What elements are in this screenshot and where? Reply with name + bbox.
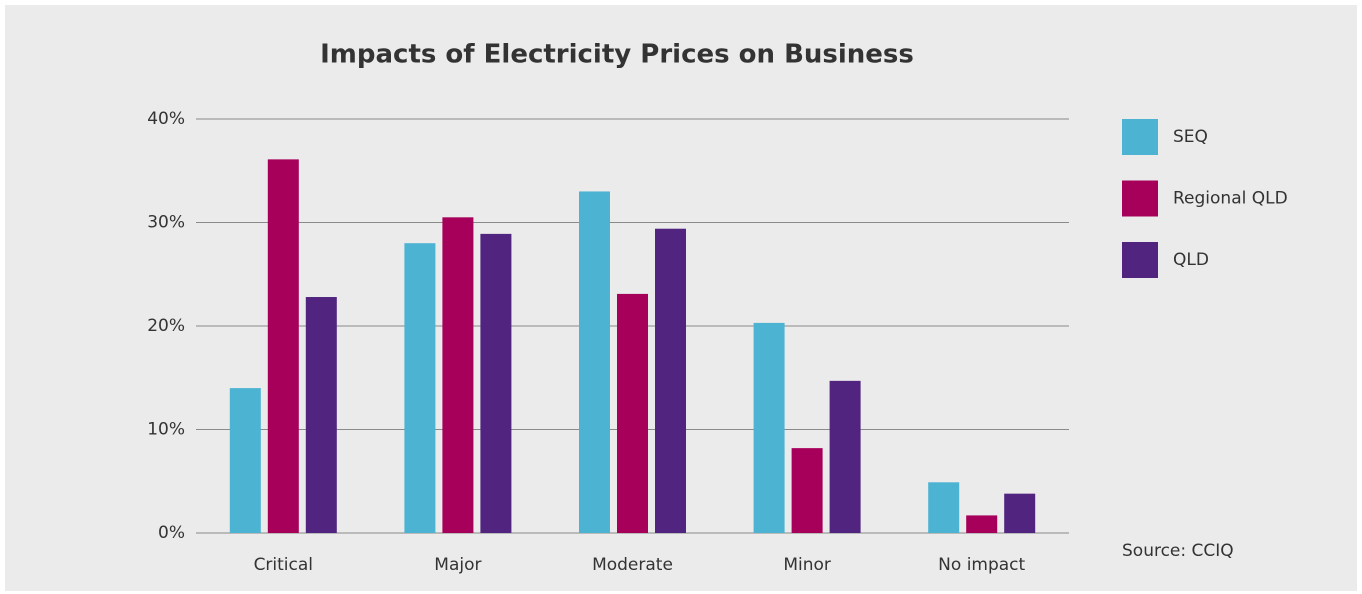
y-tick-label: 40% <box>147 109 185 129</box>
bar <box>617 293 648 533</box>
bar <box>1004 493 1036 533</box>
bar <box>753 322 785 533</box>
legend-label: QLD <box>1173 250 1209 270</box>
bar <box>791 448 823 533</box>
bar <box>442 217 474 533</box>
x-tick-label: Moderate <box>592 555 673 575</box>
x-tick-label: Minor <box>783 555 831 575</box>
legend-swatch <box>1122 242 1158 278</box>
bar <box>480 233 512 533</box>
bar <box>229 388 261 533</box>
legend-label: SEQ <box>1173 127 1208 147</box>
legend-swatch <box>1122 119 1158 155</box>
bar <box>829 380 861 533</box>
legend-label: Regional QLD <box>1173 189 1288 209</box>
bar <box>305 297 337 533</box>
y-tick-label: 0% <box>158 523 185 543</box>
x-tick-label: No impact <box>938 555 1025 575</box>
bar <box>966 515 998 533</box>
bar <box>655 228 686 533</box>
bar <box>928 482 960 533</box>
x-tick-label: Critical <box>254 555 313 575</box>
y-tick-label: 10% <box>147 420 185 440</box>
source-note: Source: CCIQ <box>1122 541 1234 561</box>
x-tick-label: Major <box>434 555 481 575</box>
legend-swatch <box>1122 180 1158 217</box>
y-tick-label: 20% <box>147 316 185 336</box>
y-tick-label: 30% <box>147 213 185 233</box>
bar <box>404 243 436 533</box>
bar <box>579 191 610 533</box>
bar <box>267 159 299 534</box>
chart-title: Impacts of Electricity Prices on Busines… <box>320 40 914 70</box>
